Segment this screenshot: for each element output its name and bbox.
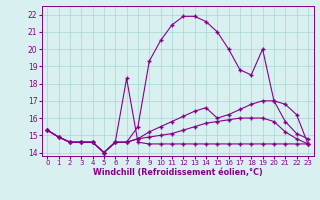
X-axis label: Windchill (Refroidissement éolien,°C): Windchill (Refroidissement éolien,°C): [93, 168, 262, 177]
